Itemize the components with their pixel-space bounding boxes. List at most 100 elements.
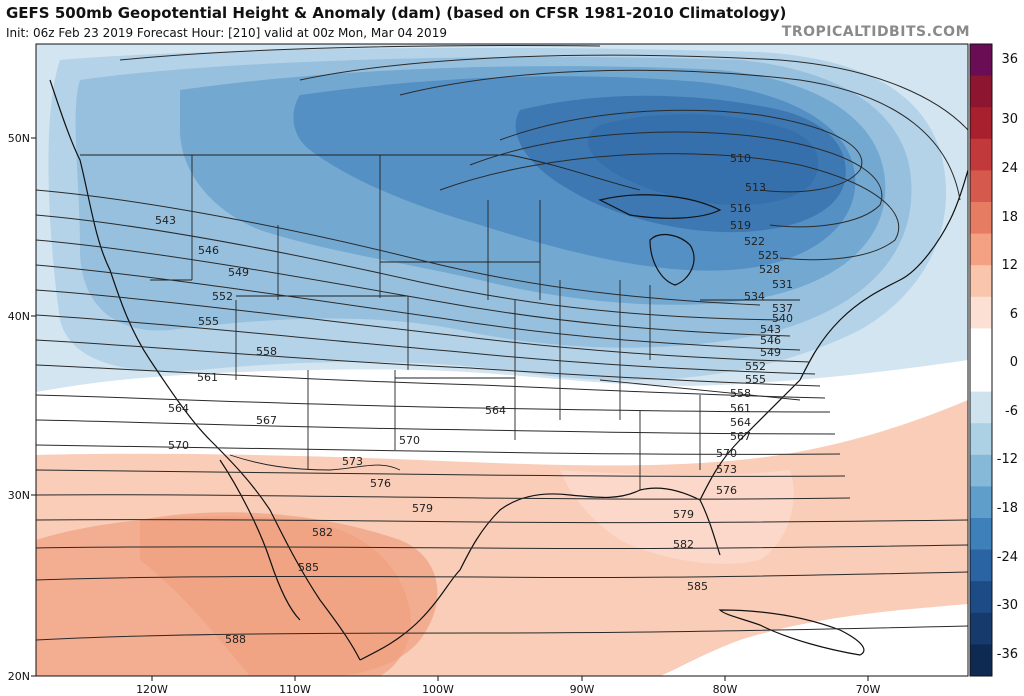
colorbar-segment (970, 233, 992, 266)
contour-labels: 543 546 549 552 555 558 561 564 567 570 … (155, 152, 793, 646)
contour-label: 537 (772, 302, 793, 315)
lon-label: 70W (856, 683, 881, 696)
lon-label: 100W (422, 683, 454, 696)
colorbar-segment (970, 170, 992, 203)
lon-axis: 120W 110W 100W 90W 80W 70W (136, 676, 881, 696)
contour-label: 564 (730, 416, 751, 429)
colorbar-tick: 36 (1001, 52, 1018, 67)
lon-label: 90W (570, 683, 595, 696)
chart-title: GEFS 500mb Geopotential Height & Anomaly… (6, 4, 787, 22)
colorbar-tick: 12 (1001, 258, 1018, 273)
contour-label: 576 (370, 477, 391, 490)
contour-label: 582 (312, 526, 333, 539)
lat-label: 30N (8, 489, 30, 502)
colorbar-tick: 0 (1010, 355, 1018, 370)
contour-label: 561 (197, 371, 218, 384)
contour-label: 567 (256, 414, 277, 427)
colorbar-tick: 24 (1001, 161, 1018, 176)
contour-label: 522 (744, 235, 765, 248)
colorbar-tick: 18 (1001, 210, 1018, 225)
contour-label: 510 (730, 152, 751, 165)
contour-label: 567 (730, 430, 751, 443)
height-contours (36, 45, 968, 641)
colorbar-segment (970, 202, 992, 235)
colorbar-segment (970, 644, 992, 677)
colorbar-tick: 6 (1010, 307, 1018, 322)
contour-label: 582 (673, 538, 694, 551)
contour-label: 570 (716, 447, 737, 460)
colorbar-segment (970, 423, 992, 456)
contour-label: 564 (485, 404, 506, 417)
colorbar-segment (970, 265, 992, 298)
contour-label: 516 (730, 202, 751, 215)
contour-label: 576 (716, 484, 737, 497)
contour-label: 552 (212, 290, 233, 303)
chart-subtitle: Init: 06z Feb 23 2019 Forecast Hour: [21… (6, 26, 447, 40)
contour-label: 555 (745, 373, 766, 386)
contour-label: 543 (760, 323, 781, 336)
contour-label: 585 (687, 580, 708, 593)
colorbar-tick: -24 (997, 550, 1018, 565)
lat-label: 20N (8, 670, 30, 683)
lat-axis: 50N 40N 30N 20N (8, 132, 36, 683)
colorbar-segment (970, 44, 992, 77)
contour-label: 579 (412, 502, 433, 515)
contour-label: 534 (744, 290, 765, 303)
colorbar-tick: 30 (1001, 112, 1018, 127)
lon-label: 110W (279, 683, 311, 696)
contour-label: 558 (730, 387, 751, 400)
colorbar-tick-labels: 36 30 24 18 12 6 0 -6 -12 -18 -24 -30 -3… (997, 52, 1018, 662)
lon-label: 80W (713, 683, 738, 696)
coastlines (49, 79, 968, 661)
colorbar-segment (970, 549, 992, 582)
contour-label: 555 (198, 315, 219, 328)
colorbar-segment (970, 486, 992, 519)
colorbar-segment (970, 360, 992, 393)
contour-label: 519 (730, 219, 751, 232)
contour-label: 552 (745, 360, 766, 373)
colorbar-tick: -36 (997, 647, 1018, 662)
contour-label: 543 (155, 214, 176, 227)
colorbar-tick: -30 (997, 598, 1018, 613)
colorbar-segment (970, 391, 992, 424)
contour-label: 570 (399, 434, 420, 447)
contour-label: 585 (298, 561, 319, 574)
colorbar-segment (970, 107, 992, 140)
contour-label: 540 (772, 312, 793, 325)
colorbar-segment (970, 518, 992, 551)
contour-label: 579 (673, 508, 694, 521)
contour-label: 573 (716, 463, 737, 476)
contour-label: 558 (256, 345, 277, 358)
contour-label: 513 (745, 181, 766, 194)
colorbar-segment (970, 138, 992, 171)
colorbar-tick: -12 (997, 452, 1018, 467)
colorbar (969, 43, 993, 677)
colorbar-segment (970, 296, 992, 329)
contour-label: 546 (760, 334, 781, 347)
contour-label: 588 (225, 633, 246, 646)
colorbar-tick: -18 (997, 501, 1018, 516)
colorbar-frame (969, 43, 993, 677)
contour-label: 561 (730, 402, 751, 415)
contour-label: 531 (772, 278, 793, 291)
colorbar-tick: -6 (1005, 404, 1018, 419)
colorbar-segment (970, 581, 992, 614)
contour-label: 570 (168, 439, 189, 452)
contour-label: 573 (342, 455, 363, 468)
lat-label: 50N (8, 132, 30, 145)
contour-label: 549 (760, 346, 781, 359)
contour-label: 564 (168, 402, 189, 415)
brand-watermark: TROPICALTIDBITS.COM (781, 24, 970, 40)
contour-label: 525 (758, 249, 779, 262)
map-frame (35, 43, 969, 677)
colorbar-segment (970, 75, 992, 108)
colorbar-segment (970, 328, 992, 361)
lat-label: 40N (8, 310, 30, 323)
colorbar-segment (970, 612, 992, 645)
contour-label: 549 (228, 266, 249, 279)
contour-label: 528 (759, 263, 780, 276)
contour-label: 546 (198, 244, 219, 257)
lon-label: 120W (136, 683, 168, 696)
colorbar-segment (970, 454, 992, 487)
